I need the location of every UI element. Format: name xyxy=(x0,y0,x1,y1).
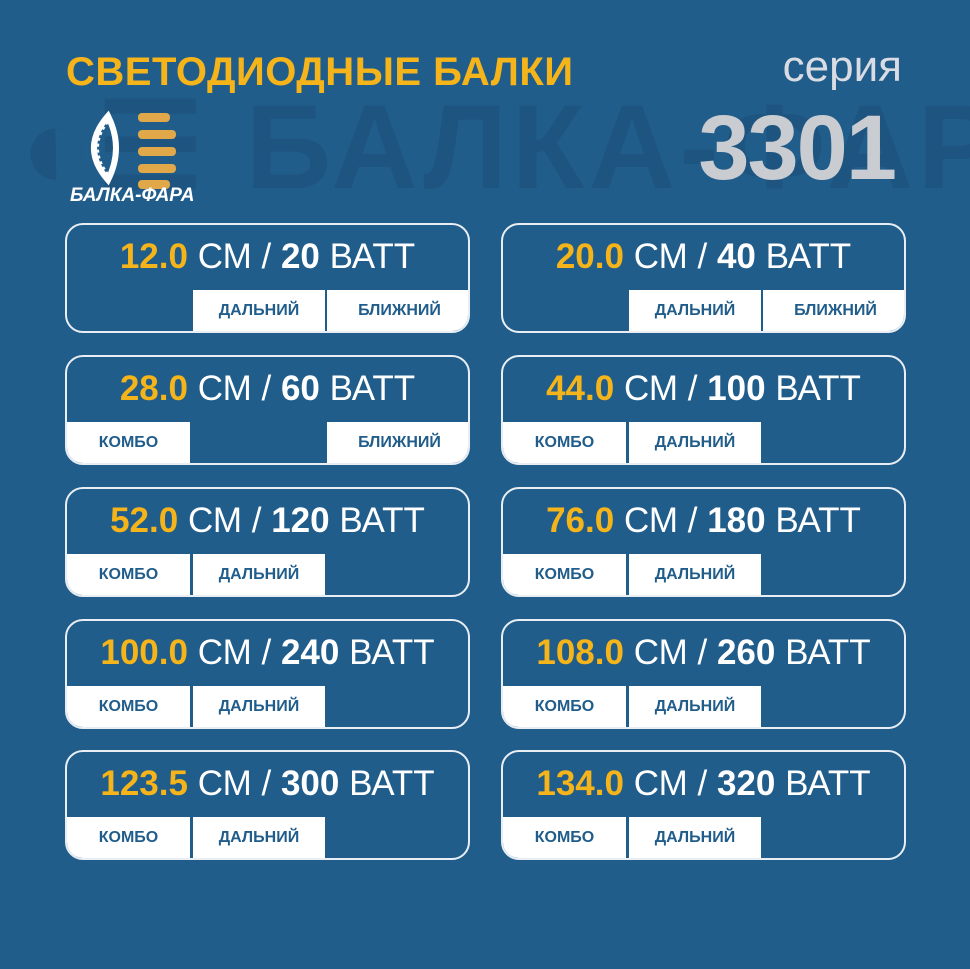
length-value: 108.0 xyxy=(536,633,624,672)
power-value: 300 xyxy=(280,764,340,803)
power-unit: ВАТТ xyxy=(775,369,861,408)
beam-type-badge: ДАЛЬНИЙ xyxy=(629,290,761,331)
power-value: 100 xyxy=(707,369,766,408)
power-unit: ВАТТ xyxy=(349,633,435,672)
separator: / xyxy=(261,764,272,803)
length-unit: СМ xyxy=(633,633,688,672)
length-value: 28.0 xyxy=(119,369,188,408)
separator: / xyxy=(261,369,272,408)
beam-type-badge: КОМБО xyxy=(67,817,190,858)
spec-heading: 44.0 СМ / 100 ВАТТ xyxy=(503,369,904,409)
length-value: 100.0 xyxy=(100,633,188,672)
headlight-logo-icon xyxy=(91,110,176,189)
length-value: 20.0 xyxy=(555,237,624,276)
length-unit: СМ xyxy=(187,501,242,540)
power-value: 240 xyxy=(280,633,340,672)
series-number: 3301 xyxy=(698,97,897,199)
spec-heading: 52.0 СМ / 120 ВАТТ xyxy=(67,501,468,541)
spec-heading: 12.0 СМ / 20 ВАТТ xyxy=(67,237,468,277)
spec-heading: 100.0 СМ / 240 ВАТТ xyxy=(67,633,468,673)
beam-type-badge: БЛИЖНИЙ xyxy=(327,290,468,331)
series-label: серия xyxy=(782,42,902,91)
length-unit: СМ xyxy=(633,237,688,276)
power-value: 320 xyxy=(716,764,776,803)
power-unit: ВАТТ xyxy=(765,237,852,276)
beam-type-badge: БЛИЖНИЙ xyxy=(763,290,904,331)
beam-type-badge: КОМБО xyxy=(67,422,190,463)
separator: / xyxy=(697,633,708,672)
separator: / xyxy=(251,501,262,540)
spec-card: 123.5 СМ / 300 ВАТТ КОМБО ДАЛЬНИЙ xyxy=(65,750,470,860)
beam-type-badge: ДАЛЬНИЙ xyxy=(629,817,761,858)
length-unit: СМ xyxy=(197,764,252,803)
spec-heading: 134.0 СМ / 320 ВАТТ xyxy=(503,764,904,804)
beam-type-badge: КОМБО xyxy=(503,554,626,595)
length-value: 52.0 xyxy=(110,501,179,540)
beam-type-badge: ДАЛЬНИЙ xyxy=(629,422,761,463)
spec-card: 100.0 СМ / 240 ВАТТ КОМБО ДАЛЬНИЙ xyxy=(65,619,470,729)
spec-heading: 28.0 СМ / 60 ВАТТ xyxy=(67,369,468,409)
beam-type-badge: ДАЛЬНИЙ xyxy=(193,817,325,858)
beam-type-badge: ДАЛЬНИЙ xyxy=(193,554,325,595)
spec-card: 28.0 СМ / 60 ВАТТ КОМБО БЛИЖНИЙ xyxy=(65,355,470,465)
length-unit: СМ xyxy=(623,501,678,540)
power-value: 120 xyxy=(271,501,330,540)
watermark: ◐☰ БАЛКА-ФАРА xyxy=(20,80,970,214)
spec-card: 108.0 СМ / 260 ВАТТ КОМБО ДАЛЬНИЙ xyxy=(501,619,906,729)
spec-heading: 123.5 СМ / 300 ВАТТ xyxy=(67,764,468,804)
spec-card: 134.0 СМ / 320 ВАТТ КОМБО ДАЛЬНИЙ xyxy=(501,750,906,860)
spec-heading: 108.0 СМ / 260 ВАТТ xyxy=(503,633,904,673)
length-unit: СМ xyxy=(197,369,252,408)
spec-card: 12.0 СМ / 20 ВАТТ ДАЛЬНИЙ БЛИЖНИЙ xyxy=(65,223,470,333)
length-value: 44.0 xyxy=(546,369,615,408)
separator: / xyxy=(261,237,272,276)
spec-card: 20.0 СМ / 40 ВАТТ ДАЛЬНИЙ БЛИЖНИЙ xyxy=(501,223,906,333)
length-value: 76.0 xyxy=(546,501,615,540)
length-unit: СМ xyxy=(633,764,688,803)
power-unit: ВАТТ xyxy=(339,501,425,540)
beam-type-badge: КОМБО xyxy=(67,686,190,727)
power-unit: ВАТТ xyxy=(349,764,435,803)
power-unit: ВАТТ xyxy=(329,237,416,276)
separator: / xyxy=(697,764,708,803)
separator: / xyxy=(687,501,698,540)
power-value: 260 xyxy=(716,633,776,672)
spec-heading: 20.0 СМ / 40 ВАТТ xyxy=(503,237,904,277)
power-value: 20 xyxy=(280,237,320,276)
spec-card: 76.0 СМ / 180 ВАТТ КОМБО ДАЛЬНИЙ xyxy=(501,487,906,597)
power-value: 180 xyxy=(707,501,766,540)
power-unit: ВАТТ xyxy=(785,764,871,803)
beam-type-badge: ДАЛЬНИЙ xyxy=(193,290,325,331)
spec-heading: 76.0 СМ / 180 ВАТТ xyxy=(503,501,904,541)
separator: / xyxy=(261,633,272,672)
beam-type-badge: ДАЛЬНИЙ xyxy=(629,554,761,595)
power-unit: ВАТТ xyxy=(785,633,871,672)
separator: / xyxy=(687,369,698,408)
spec-card: 44.0 СМ / 100 ВАТТ КОМБО ДАЛЬНИЙ xyxy=(501,355,906,465)
beam-type-badge: КОМБО xyxy=(503,422,626,463)
beam-type-badge: КОМБО xyxy=(503,817,626,858)
length-value: 123.5 xyxy=(100,764,188,803)
length-value: 134.0 xyxy=(536,764,624,803)
length-unit: СМ xyxy=(197,633,252,672)
power-unit: ВАТТ xyxy=(775,501,861,540)
length-unit: СМ xyxy=(623,369,678,408)
beam-type-badge: ДАЛЬНИЙ xyxy=(629,686,761,727)
beam-type-badge: КОМБО xyxy=(67,554,190,595)
length-value: 12.0 xyxy=(119,237,188,276)
page-title: СВЕТОДИОДНЫЕ БАЛКИ xyxy=(66,50,574,94)
power-unit: ВАТТ xyxy=(329,369,416,408)
beam-type-badge: ДАЛЬНИЙ xyxy=(193,686,325,727)
beam-type-badge: КОМБО xyxy=(503,686,626,727)
beam-type-badge: БЛИЖНИЙ xyxy=(327,422,468,463)
power-value: 40 xyxy=(716,237,756,276)
spec-card: 52.0 СМ / 120 ВАТТ КОМБО ДАЛЬНИЙ xyxy=(65,487,470,597)
power-value: 60 xyxy=(280,369,320,408)
separator: / xyxy=(697,237,708,276)
length-unit: СМ xyxy=(197,237,252,276)
logo-text: БАЛКА-ФАРА xyxy=(70,185,195,206)
